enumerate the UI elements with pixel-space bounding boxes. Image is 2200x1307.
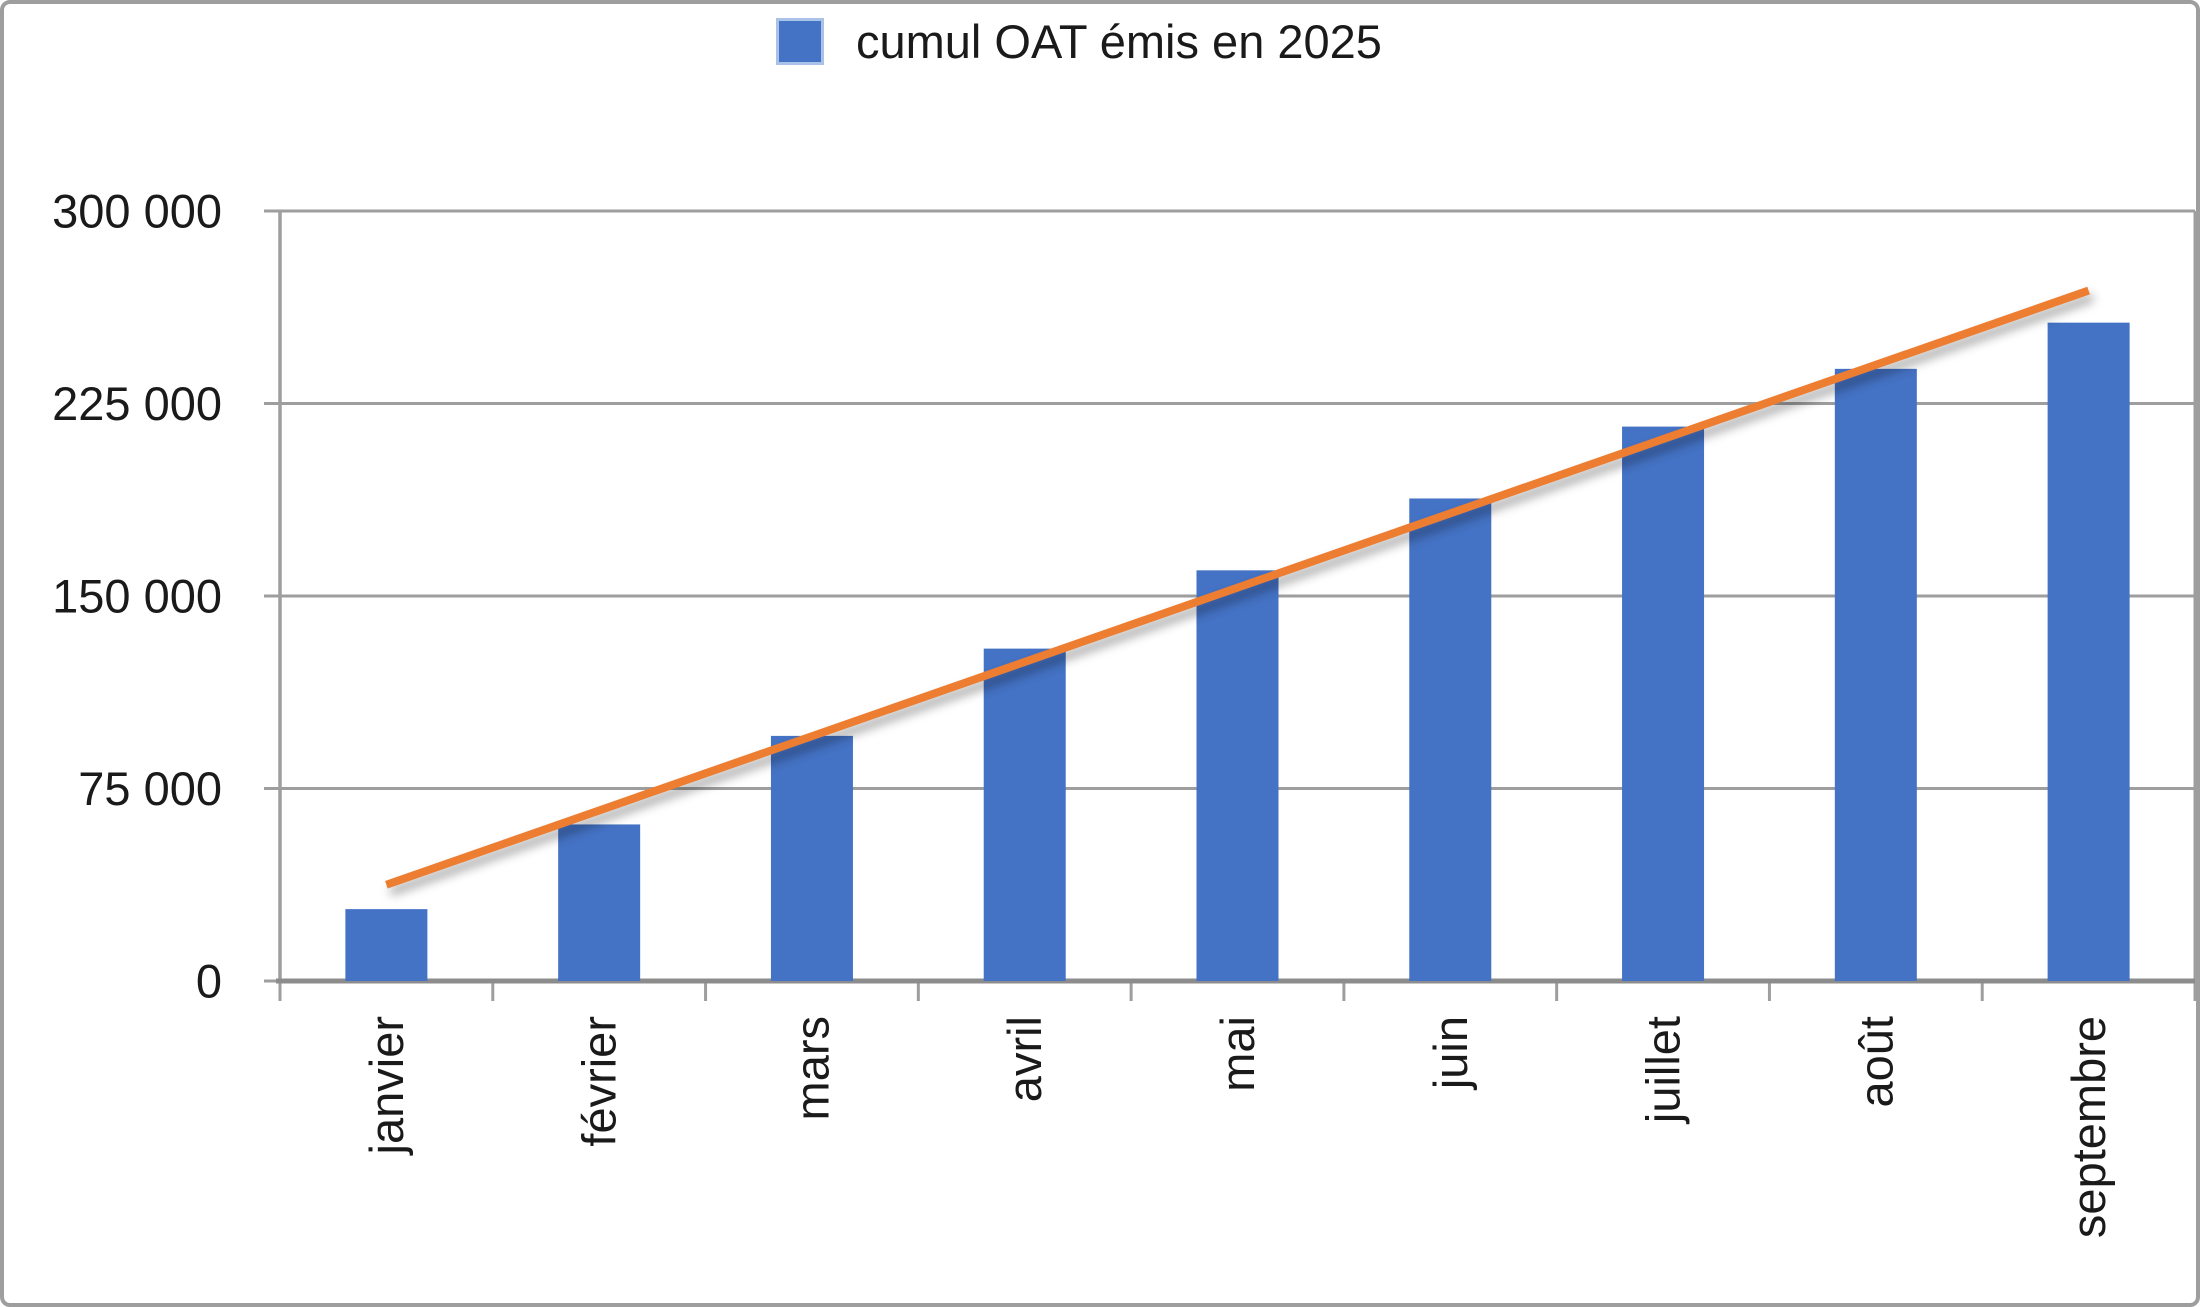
trend-line: [385, 286, 2090, 889]
bar: [1834, 368, 1917, 982]
bar: [1196, 570, 1279, 981]
x-axis-label: janvier: [360, 1016, 413, 1156]
y-axis-label: 300 000: [52, 185, 222, 238]
x-axis-label: mai: [1211, 1016, 1264, 1092]
y-axis-label: 225 000: [52, 377, 222, 430]
legend-swatch: [776, 18, 824, 66]
bar: [770, 735, 853, 981]
x-axis-label: février: [573, 1016, 626, 1147]
bar: [2047, 322, 2130, 981]
bar: [345, 909, 428, 981]
x-axis-label: septembre: [2062, 1016, 2115, 1238]
x-axis-label: juillet: [1637, 1016, 1690, 1125]
x-axis-label: mars: [785, 1016, 838, 1120]
bar: [1622, 426, 1705, 982]
legend-label: cumul OAT émis en 2025: [856, 15, 1382, 68]
bar-chart: 0 75 000 150 000 225 000 300 000 janvier févri…: [52, 185, 2196, 1238]
y-axis-label: 0: [196, 955, 222, 1008]
y-axis-label: 150 000: [52, 570, 222, 623]
x-axis-label: juin: [1424, 1016, 1477, 1091]
bar: [1409, 498, 1492, 981]
y-axis-label: 75 000: [78, 762, 222, 815]
bar: [983, 648, 1066, 981]
legend: cumul OAT émis en 2025: [776, 16, 1382, 68]
x-axis-label: août: [1849, 1016, 1902, 1107]
x-axis-label: avril: [998, 1016, 1051, 1102]
bar: [558, 824, 641, 981]
